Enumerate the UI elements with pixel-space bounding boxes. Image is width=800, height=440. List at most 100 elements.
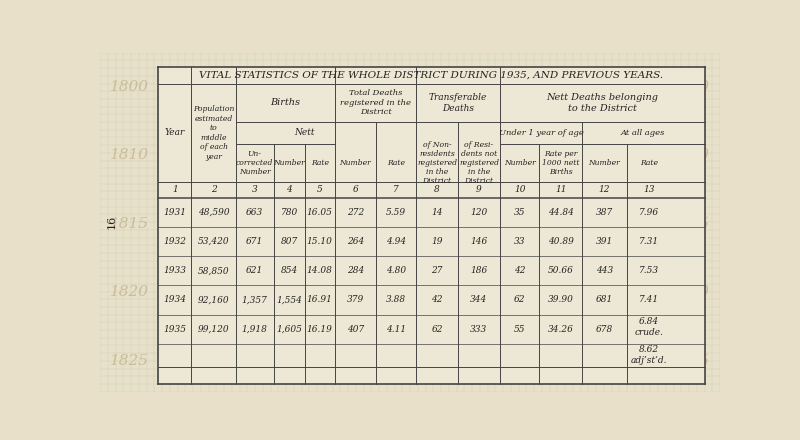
Text: 13: 13 [643,185,654,194]
Text: Births: Births [270,99,300,107]
Text: Rate per
1000 nett
Births: Rate per 1000 nett Births [542,150,579,176]
Text: 1815: 1815 [110,217,149,231]
Text: 780: 780 [281,208,298,216]
Text: 1932: 1932 [163,237,186,246]
Text: 1810: 1810 [671,148,710,162]
Text: Population
estimated
to
middle
of each
year: Population estimated to middle of each y… [193,105,234,161]
Text: 391: 391 [596,237,613,246]
Text: 1934: 1934 [163,296,186,304]
Text: 6: 6 [353,185,358,194]
Text: 5: 5 [317,185,322,194]
Text: 44.84: 44.84 [548,208,574,216]
Text: 35: 35 [514,208,526,216]
Text: 663: 663 [246,208,263,216]
Text: 12: 12 [598,185,610,194]
Text: 1800: 1800 [110,81,149,95]
Text: 1820: 1820 [671,285,710,298]
Text: 16.19: 16.19 [306,325,333,334]
Text: 4.80: 4.80 [386,266,406,275]
Text: Nett Deaths belonging
to the District: Nett Deaths belonging to the District [546,93,658,113]
Text: 407: 407 [346,325,364,334]
Text: Total Deaths
registered in the
District: Total Deaths registered in the District [340,89,411,116]
Text: 1,605: 1,605 [276,325,302,334]
Text: 146: 146 [470,237,488,246]
Text: 284: 284 [346,266,364,275]
Text: 53,420: 53,420 [198,237,230,246]
Text: of Resi-
dents not
registered
in the
District: of Resi- dents not registered in the Dis… [459,140,499,185]
Text: 1810: 1810 [110,148,149,162]
Text: 807: 807 [281,237,298,246]
Text: 10: 10 [514,185,526,194]
Text: 16.05: 16.05 [306,208,333,216]
Text: 4.94: 4.94 [386,237,406,246]
Text: 1,357: 1,357 [242,296,267,304]
Text: 19: 19 [431,237,443,246]
Text: 50.66: 50.66 [548,266,574,275]
Text: 7: 7 [393,185,399,194]
Text: 671: 671 [246,237,263,246]
Text: 621: 621 [246,266,263,275]
Text: 1800: 1800 [671,81,710,95]
Text: 48,590: 48,590 [198,208,230,216]
Text: 34.26: 34.26 [548,325,574,334]
Text: Transferable
Deaths: Transferable Deaths [429,93,487,113]
Text: 3.88: 3.88 [386,296,406,304]
Text: 7.41: 7.41 [638,296,658,304]
Text: 344: 344 [470,296,488,304]
Text: Number: Number [504,159,535,167]
Text: Number: Number [274,159,305,167]
Text: 1: 1 [172,185,178,194]
Text: Rate: Rate [310,159,329,167]
Text: 42: 42 [431,296,443,304]
Text: 1825: 1825 [671,354,710,368]
Text: Un-
corrected
Number: Un- corrected Number [236,150,274,176]
Text: 1931: 1931 [163,208,186,216]
Text: 9: 9 [476,185,482,194]
Text: 16: 16 [106,215,117,229]
Text: 5.59: 5.59 [386,208,406,216]
Text: 186: 186 [470,266,488,275]
Text: 16.91: 16.91 [306,296,333,304]
Text: 379: 379 [346,296,364,304]
Text: 27: 27 [431,266,443,275]
Text: At all ages: At all ages [621,129,666,137]
Text: 3: 3 [252,185,258,194]
Text: 1825: 1825 [110,354,149,368]
Text: 1933: 1933 [163,266,186,275]
Text: 7.31: 7.31 [638,237,658,246]
Text: Number: Number [339,159,371,167]
Text: Number: Number [589,159,621,167]
Text: of Non-
residents
registered
in the
District: of Non- residents registered in the Dist… [417,140,457,185]
Text: VITAL STATISTICS OF THE WHOLE DISTRICT DURING 1935, AND PREVIOUS YEARS.: VITAL STATISTICS OF THE WHOLE DISTRICT D… [199,71,663,80]
Text: 4: 4 [286,185,292,194]
Text: 15.10: 15.10 [306,237,333,246]
Text: 854: 854 [281,266,298,275]
Text: 1815: 1815 [671,217,710,231]
Text: 11: 11 [555,185,566,194]
Text: 678: 678 [596,325,613,334]
Text: 2: 2 [210,185,217,194]
Text: 62: 62 [431,325,443,334]
Text: 387: 387 [596,208,613,216]
Text: 99,120: 99,120 [198,325,230,334]
Text: Rate: Rate [640,159,658,167]
Text: 7.96: 7.96 [638,208,658,216]
Text: 14.08: 14.08 [306,266,333,275]
Text: 681: 681 [596,296,613,304]
Text: Year: Year [165,128,185,137]
Text: 62: 62 [514,296,526,304]
Text: 42: 42 [514,266,526,275]
Text: 272: 272 [346,208,364,216]
Text: 8: 8 [434,185,440,194]
Text: 55: 55 [514,325,526,334]
Text: Rate: Rate [387,159,405,167]
Text: 264: 264 [346,237,364,246]
Text: 39.90: 39.90 [548,296,574,304]
Text: 1,554: 1,554 [276,296,302,304]
Text: 120: 120 [470,208,488,216]
Text: 1935: 1935 [163,325,186,334]
Text: 1,918: 1,918 [242,325,267,334]
Text: 14: 14 [431,208,443,216]
Text: 33: 33 [514,237,526,246]
Text: Under 1 year of age: Under 1 year of age [498,129,583,137]
